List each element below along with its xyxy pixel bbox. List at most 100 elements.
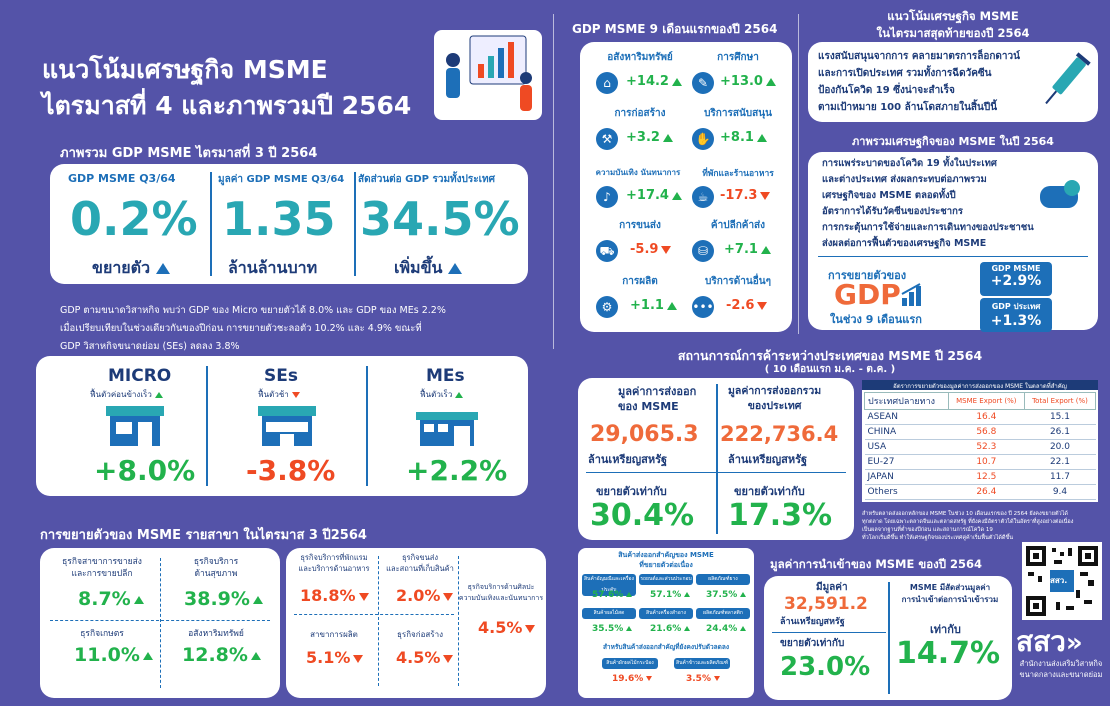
nine-value: +14.2 (626, 74, 682, 89)
branch-card-right: ธุรกิจบริการที่พักแรม และบริการด้านอาหาร … (286, 548, 546, 698)
nine-label: ค้าปลีกค้าส่ง (710, 220, 766, 231)
down-arrow-icon (358, 592, 369, 601)
down-arrow-icon (646, 676, 653, 681)
down-arrow-icon (713, 676, 720, 681)
msme-badge: GDP MSME +2.9% (980, 262, 1052, 296)
total-growth-label: ขยายตัวเท่ากับ (734, 485, 805, 498)
overview-header: ภาพรวมเศรษฐกิจของ MSME ในปี 2564 (852, 135, 1054, 148)
product-pill: ผลิตภัณฑ์ยาง (696, 574, 750, 585)
handshake-icon: ✋ (692, 128, 714, 150)
branch-label: ธุรกิจบริการ ด้านสุขภาพ (193, 557, 239, 579)
branch-label: ธุรกิจบริการด้านศิลปะ ความบันเทิงและนันทน… (458, 583, 544, 602)
page-title: แนวโน้มเศรษฐกิจ MSME ไตรมาสที่ 4 และภาพร… (42, 55, 412, 120)
divider (586, 472, 846, 473)
bar-chart-icon (900, 282, 928, 310)
table-row: Others 26.4 9.4 (864, 484, 1096, 500)
construction-icon: ⚒ (596, 128, 618, 150)
total-growth: 17.3% (728, 498, 833, 533)
branch-label: ธุรกิจสาขาการขายส่ง และการขายปลีก (62, 557, 142, 579)
nine-value: +1.1 (630, 298, 677, 313)
product-pill: สินค้าข้าวและผลิตภัณฑ์ (674, 658, 730, 669)
branch-value: 8.7% (78, 588, 144, 610)
product-pill: สินค้าอัญมณีและเครื่องประดับ (582, 574, 636, 596)
imports-card: มีมูลค่า 32,591.2 ล้านเหรียญสหรัฐ ขยายตั… (764, 576, 1012, 700)
graduation-icon: ✎ (692, 72, 714, 94)
divider (366, 366, 368, 486)
table-row: JAPAN 12.5 11.7 (864, 469, 1096, 485)
q3-col3-label: สัดส่วนต่อ GDP รวมทั้งประเทศ (358, 174, 495, 185)
table-row: ASEAN 16.4 15.1 (864, 409, 1096, 425)
product-value: 57.1% (650, 590, 691, 600)
imports-growth-label: ขยายตัวเท่ากับ (780, 638, 845, 649)
divider (378, 556, 379, 686)
product-value: 21.6% (650, 624, 691, 634)
country-badge: GDP ประเทศ +1.3% (980, 298, 1052, 332)
nine-label: อสังหาริมทรัพย์ (607, 52, 673, 63)
up-arrow-icon (662, 133, 673, 142)
branch-value: 11.0% (74, 644, 153, 666)
nine-label: บริการสนับสนุน (704, 108, 772, 119)
imports-share: 14.7% (896, 636, 1001, 671)
mes-title: MEs (426, 366, 465, 386)
divider (888, 582, 890, 694)
shop-icon (102, 404, 168, 448)
ses-title: SEs (264, 366, 298, 386)
nine-value: +13.0 (720, 74, 776, 89)
branch-label: ธุรกิจขนส่ง และสถานที่เก็บสินค้า (386, 553, 454, 573)
divider (458, 556, 459, 686)
truck-icon: ⛟ (596, 240, 618, 262)
up-arrow-icon (740, 592, 747, 597)
share-equal-label: เท่ากับ (930, 623, 961, 636)
up-arrow-icon (250, 651, 261, 660)
up-arrow-icon (671, 191, 682, 200)
branch-label: ธุรกิจก่อสร้าง (397, 630, 443, 639)
q3-col3-value: 34.5% (360, 192, 520, 246)
nine-value: +17.4 (626, 188, 682, 203)
business-illustration (428, 20, 546, 125)
export-value: 29,065.3 (590, 422, 699, 447)
branch-value: 12.8% (182, 644, 261, 666)
trend-header: แนวโน้มเศรษฐกิจ MSME ในไตรมาสสุดท้ายของปี… (876, 9, 1030, 40)
q3-card: GDP MSME Q3/64 0.2% ขยายตัว มูลค่า GDP M… (50, 164, 528, 284)
products-card: สินค้าส่งออกสำคัญของ MSME ที่ขยายตัวต่อเน… (578, 548, 754, 698)
nine-label: การผลิต (622, 276, 658, 287)
q3-col3-sub: เพิ่มขึ้น (394, 256, 463, 281)
gdp-label: GDP (834, 278, 901, 311)
divider (818, 256, 1088, 257)
down-arrow-icon (760, 191, 771, 200)
brand-logo: สสว» (1016, 625, 1083, 658)
nine-label: ที่พักและร้านอาหาร (702, 169, 774, 179)
up-arrow-icon (142, 651, 153, 660)
overview-text: การแพร่ระบาดของโควิด 19 ทั้งในประเทศ และ… (822, 158, 1034, 249)
down-arrow-icon (443, 592, 454, 601)
up-arrow-icon (671, 77, 682, 86)
divider (772, 632, 886, 633)
divider (294, 614, 454, 615)
up-arrow-icon (133, 595, 144, 604)
divider (553, 14, 554, 349)
q3-col1-value: 0.2% (70, 192, 198, 246)
branch-label: ธุรกิจเกษตร (80, 629, 124, 639)
qr-code[interactable]: สสว. (1022, 542, 1102, 620)
up-arrow-icon (626, 592, 633, 597)
org-name: สำนักงานส่งเสริมวิสาหกิจ ขนาดกลางและขนาด… (1019, 659, 1103, 679)
divider (716, 384, 718, 534)
product-pill: ผลิตภัณฑ์พลาสติก (696, 608, 750, 619)
branch-value: 38.9% (184, 588, 263, 610)
branch-value: 5.1% (306, 648, 364, 667)
q3-col2-sub: ล้านล้านบาท (228, 258, 318, 277)
total-export-value: 222,736.4 (720, 422, 839, 446)
chevron-right-icon: » (1065, 628, 1083, 658)
branch-card-left: ธุรกิจสาขาการขายส่ง และการขายปลีก 8.7% ธุ… (40, 548, 280, 698)
branch-value: 4.5% (396, 648, 454, 667)
up-arrow-icon (684, 626, 691, 631)
down-arrow-icon (291, 391, 300, 398)
branch-label: ธุรกิจบริการที่พักแรม และบริการด้านอาหาร (298, 553, 370, 573)
branch-header: การขยายตัวของ MSME รายสาขา ในไตรมาส 3 ปี… (40, 528, 367, 543)
period-label: ในช่วง 9 เดือนแรก (830, 313, 922, 326)
up-arrow-icon (448, 263, 463, 274)
imports-unit: ล้านเหรียญสหรัฐ (780, 617, 845, 627)
trend-text: แรงสนับสนุนจากการ คลายมาตรการล็อกดาวน์ แ… (818, 51, 1020, 113)
total-export-label: มูลค่าการส่งออกรวม ของประเทศ (728, 385, 822, 412)
micro-title: MICRO (108, 366, 172, 386)
